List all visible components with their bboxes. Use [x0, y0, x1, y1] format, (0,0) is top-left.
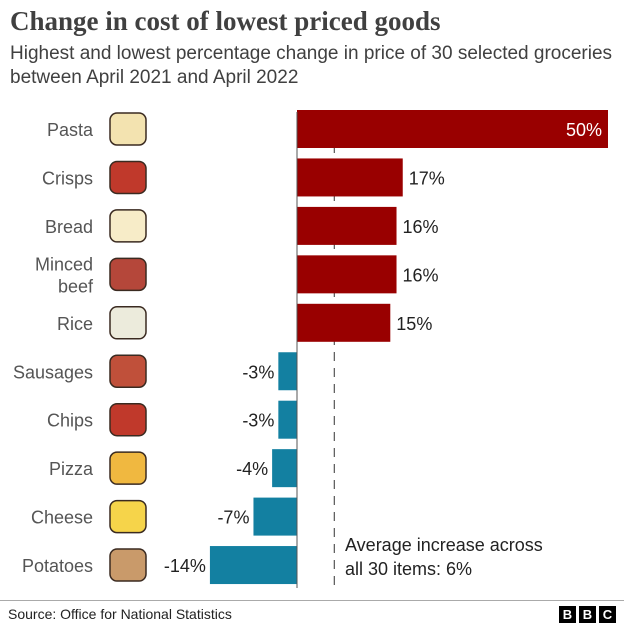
category-label: Cheese [31, 508, 93, 528]
bar-cheese [253, 497, 297, 536]
category-label: beef [58, 276, 94, 296]
value-label: -14% [164, 556, 206, 576]
bar-chips [278, 400, 297, 439]
average-label-line2: all 30 items: 6% [345, 559, 472, 579]
value-label: -4% [236, 459, 268, 479]
category-label: Minced [35, 254, 93, 274]
value-label: -3% [242, 411, 274, 431]
pasta-icon [109, 112, 147, 146]
rice-icon [109, 306, 147, 340]
chart-title: Change in cost of lowest priced goods [10, 6, 441, 36]
value-label: 16% [403, 265, 439, 285]
category-label: Bread [45, 217, 93, 237]
potatoes-icon [109, 548, 147, 582]
bar-crisps [297, 158, 403, 197]
bar-sausages [278, 352, 297, 391]
bar-bread [297, 206, 397, 245]
category-label: Pizza [49, 459, 94, 479]
value-label: 17% [409, 168, 445, 188]
category-label: Chips [47, 411, 93, 431]
bar-potatoes [209, 546, 297, 585]
sausages-icon [109, 354, 147, 388]
bread-icon [109, 209, 147, 243]
bar-pasta [297, 110, 608, 148]
value-label: -3% [242, 362, 274, 382]
source-note: Source: Office for National Statistics [8, 606, 232, 622]
chart-subtitle: Highest and lowest percentage change in … [10, 43, 613, 88]
category-label: Rice [57, 314, 93, 334]
category-label: Potatoes [22, 556, 93, 576]
pizza-icon [109, 451, 147, 485]
value-label: 50% [566, 120, 602, 140]
cheese-icon [109, 499, 147, 534]
chips-icon [109, 402, 147, 437]
bar-rice [297, 303, 391, 342]
average-label-line1: Average increase across [345, 535, 543, 555]
value-label: -7% [217, 508, 249, 528]
minced-beef-icon [109, 257, 147, 292]
footer-divider [0, 600, 624, 601]
value-label: 16% [403, 217, 439, 237]
crisps-icon [109, 160, 147, 195]
value-label: 15% [396, 314, 432, 334]
category-label: Crisps [42, 168, 93, 188]
bar-minced-beef [297, 255, 397, 294]
category-label: Pasta [47, 120, 94, 140]
bar-pizza [272, 449, 297, 488]
category-label: Sausages [13, 362, 93, 382]
